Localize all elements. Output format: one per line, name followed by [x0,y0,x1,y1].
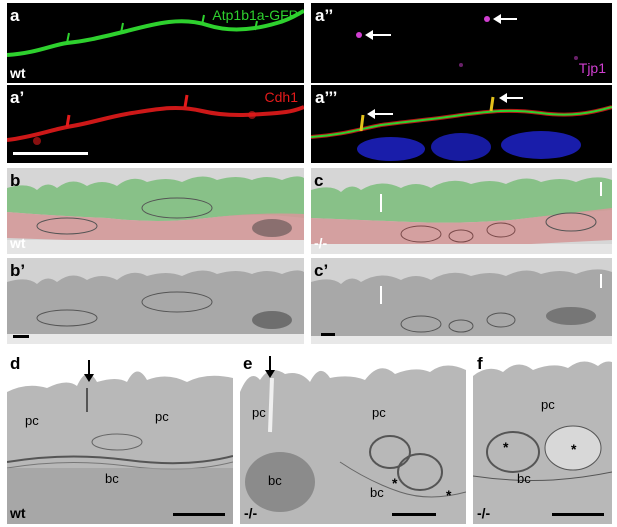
annotation-star: * [571,441,577,457]
annotation-pc: pc [252,405,266,420]
arrow-icon [84,360,94,382]
panel-label-a-triple-prime: a’’’ [315,88,338,107]
panel-c-prime: c’ [311,258,612,344]
panel-label-b: b [10,171,21,190]
annotation-star: * [503,439,509,455]
panel-label-c-prime: c’ [314,261,329,280]
panel-f: f pc bc * * -/- [473,352,612,524]
arrow-icon [493,14,517,24]
panel-d: d pc pc bc wt [7,352,233,524]
arrow-icon [365,30,391,40]
panel-label-a: a [10,6,20,25]
cdh1-membrane-signal [7,94,304,145]
stain-label-tjp1: Tjp1 [578,60,606,76]
annotation-bc: bc [268,473,282,488]
panel-a-prime: a’ Cdh1 [7,85,304,163]
annotation-pc: pc [541,397,555,412]
em-detail-d [7,352,233,524]
panel-label-e: e [243,354,253,373]
annotation-star: * [392,475,398,491]
panel-c: c -/- [311,168,612,254]
panel-label-a-double-prime: a’’ [315,6,334,25]
annotation-pc: pc [25,413,39,428]
panel-e: e pc pc bc bc * * -/- [240,352,466,524]
em-detail-e [240,352,466,524]
scale-bar-a [13,152,88,155]
panel-a-double-prime: a’’ Tjp1 [311,3,612,83]
scale-bar-f [552,513,604,516]
em-detail-f [473,352,612,524]
merge-signal [311,93,612,161]
panel-b-prime: b’ [7,258,304,344]
panel-label-b-prime: b’ [10,261,26,280]
panel-label-c: c [314,171,324,190]
annotation-pc: pc [155,409,169,424]
panel-label-a-prime: a’ [10,88,25,107]
panel-b: b wt [7,168,304,254]
arrow-icon [367,109,393,119]
stain-label-cdh1: Cdh1 [264,89,298,105]
annotation-star: * [446,487,452,503]
panel-a: a Atp1b1a-GFP wt [7,3,304,83]
genotype-label-b: wt [10,235,26,251]
genotype-label-e: -/- [244,505,258,521]
em-gray-mutant [311,258,612,344]
arrow-icon [499,93,523,103]
genotype-label-c: -/- [314,235,328,251]
em-colored-wt [7,168,304,254]
scale-bar-b [13,335,29,338]
em-gray-wt [7,258,304,344]
panel-label-f: f [477,354,483,373]
em-colored-mutant [311,168,612,254]
genotype-label-d: wt [10,505,26,521]
genotype-label-a: wt [10,65,26,81]
scale-bar-d [173,513,225,516]
annotation-bc: bc [105,471,119,486]
tjp1-signal [356,14,578,67]
arrow-icon [265,356,275,378]
panel-label-d: d [10,354,21,373]
annotation-bc: bc [517,471,531,486]
annotation-bc: bc [370,485,384,500]
stain-label-gfp: Atp1b1a-GFP [212,7,298,23]
genotype-label-f: -/- [477,505,491,521]
gfp-membrane-signal [7,9,304,57]
scale-bar-c [321,333,335,336]
annotation-pc: pc [372,405,386,420]
panel-a-triple-prime: a’’’ [311,85,612,163]
scale-bar-e [392,513,436,516]
